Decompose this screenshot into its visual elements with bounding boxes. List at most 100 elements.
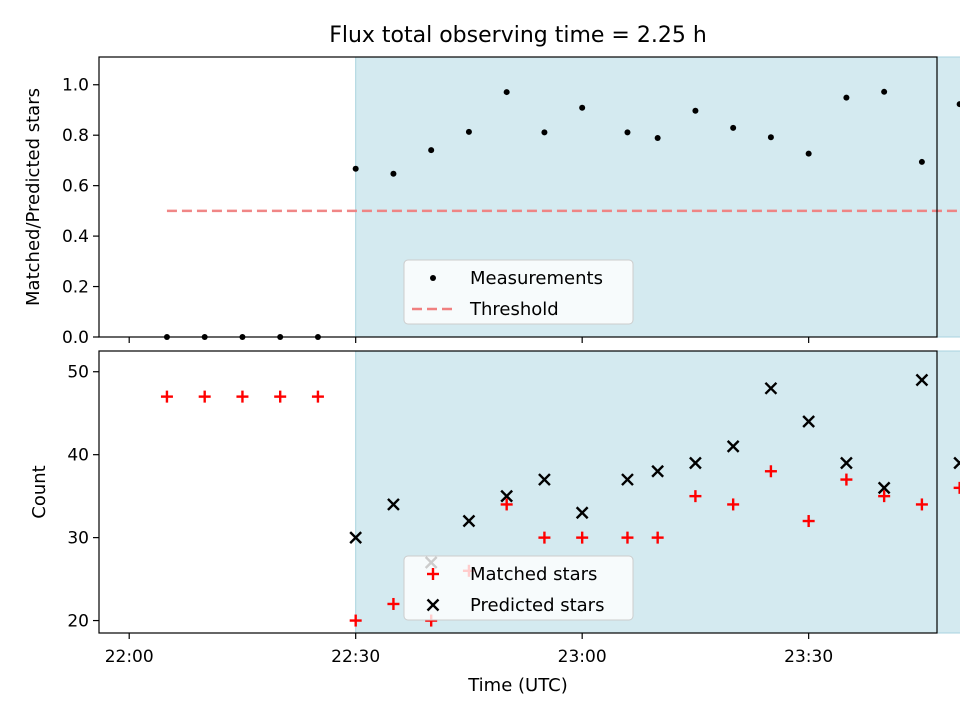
data-point <box>465 128 472 135</box>
legend-label: Matched stars <box>470 564 597 585</box>
axes-frame <box>98 350 938 634</box>
x-b <box>500 489 514 503</box>
data-point <box>387 597 400 610</box>
legend: Measurements Threshold <box>403 259 634 325</box>
y-tick-label: 30 <box>67 529 89 549</box>
x-tick-label: 22:00 <box>105 647 154 667</box>
legend-label: Predicted stars <box>470 595 604 616</box>
data-point <box>621 531 634 544</box>
data-point <box>802 415 816 428</box>
x-b <box>726 440 740 453</box>
x-b <box>877 481 891 495</box>
x-b <box>575 506 589 520</box>
data-point <box>878 490 891 503</box>
axes-frame <box>98 56 938 338</box>
data-point <box>843 94 850 101</box>
data-point <box>689 456 702 470</box>
y-axis-label: Count <box>29 465 50 518</box>
x-b <box>538 473 551 486</box>
data-point <box>349 614 362 627</box>
y-tick-label: 0.8 <box>62 126 89 146</box>
panel-counts: 2030405022:0022:3023:0023:3000:0000:30Co… <box>29 350 960 667</box>
y-axis-label: Matched/Predicted stars <box>23 88 44 306</box>
data-point <box>727 498 740 511</box>
panel-ratio: 0.0 0.2 0.4 0.6 0.8 1.0 Matched/Predicted star… <box>23 56 960 348</box>
data-point <box>956 101 960 108</box>
data-point <box>538 473 551 486</box>
data-point <box>621 473 634 486</box>
x-tick-label: 22:30 <box>331 647 380 667</box>
data-point <box>575 506 589 520</box>
data-point <box>651 464 665 478</box>
data-point <box>236 390 249 403</box>
x-b <box>689 456 702 470</box>
y-tick-label: 20 <box>67 612 89 632</box>
data-point <box>390 170 397 177</box>
data-point <box>503 89 510 96</box>
data-point <box>624 129 631 136</box>
data-point <box>881 88 888 95</box>
data-point <box>160 390 173 403</box>
data-point <box>654 134 661 141</box>
data-point <box>500 498 513 511</box>
x-b <box>764 381 778 395</box>
x-b <box>426 598 440 612</box>
data-point <box>538 531 551 544</box>
y-tick-label: 0.2 <box>62 278 89 298</box>
data-point <box>764 465 777 478</box>
data-point <box>692 107 699 114</box>
data-point <box>915 373 929 387</box>
data-point <box>726 440 740 453</box>
y-tick-label: 0.4 <box>62 227 89 247</box>
data-point <box>689 490 702 503</box>
x-axis-label: Time (UTC) <box>467 675 568 696</box>
data-point <box>840 473 853 486</box>
x-b <box>349 531 363 544</box>
data-point <box>387 498 400 511</box>
data-point <box>802 515 815 528</box>
x-b <box>621 473 634 486</box>
data-point <box>764 381 778 395</box>
data-point <box>274 390 287 403</box>
x-b <box>802 415 816 428</box>
x-tick-label: 23:30 <box>784 647 833 667</box>
data-point <box>428 147 435 154</box>
x-b <box>462 514 476 528</box>
data-point <box>730 124 737 131</box>
series-x <box>349 373 960 569</box>
y-tick-label: 50 <box>67 363 89 383</box>
data-point <box>805 150 812 157</box>
y-tick-label: 40 <box>67 446 89 466</box>
legend-label: Measurements <box>470 268 603 289</box>
chart-title: Flux total observing time = 2.25 h <box>329 23 707 48</box>
data-point <box>915 498 928 511</box>
x-b <box>387 498 400 511</box>
series-plus <box>160 390 960 627</box>
y-tick-label: 0.6 <box>62 177 89 197</box>
legend-swatch <box>426 598 440 612</box>
legend-swatch <box>430 275 436 281</box>
data-point <box>579 104 586 111</box>
data-point <box>877 481 891 495</box>
data-point <box>918 158 925 165</box>
data-point <box>311 390 324 403</box>
data-point <box>349 531 363 544</box>
legend-swatch <box>427 568 439 580</box>
legend-box <box>403 259 634 325</box>
x-b <box>840 456 853 470</box>
data-point <box>840 456 853 470</box>
data-point <box>462 514 476 528</box>
y-tick-label: 0.0 <box>62 328 89 348</box>
x-tick-label: 23:00 <box>558 647 607 667</box>
data-point <box>541 129 548 136</box>
data-point <box>500 489 514 503</box>
data-point <box>576 531 589 544</box>
x-b <box>651 464 665 478</box>
data-point <box>651 531 664 544</box>
data-point <box>767 134 774 141</box>
data-point <box>352 165 359 172</box>
legend-box <box>403 555 634 621</box>
data-point <box>198 390 211 403</box>
legend-label: Threshold <box>469 299 559 320</box>
